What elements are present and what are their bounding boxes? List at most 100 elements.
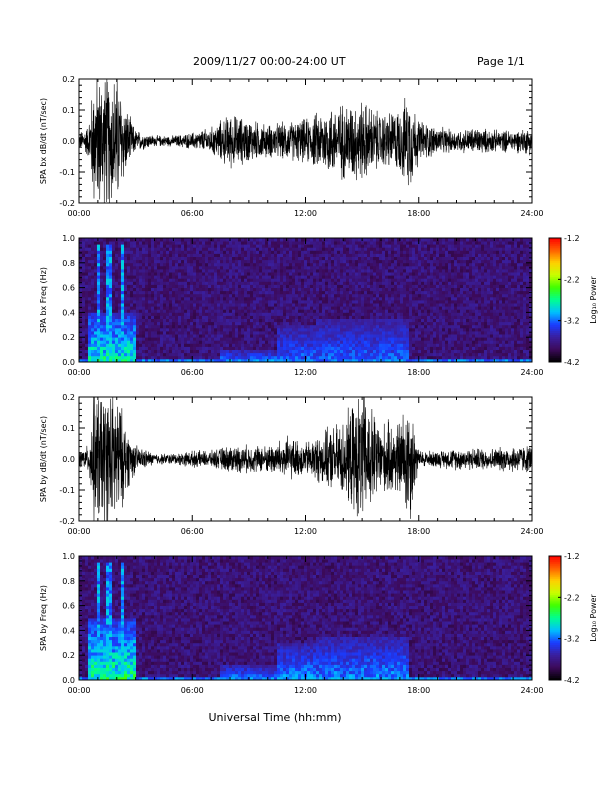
spectrogram-cell: [355, 303, 359, 307]
spectrogram-cell: [85, 337, 89, 341]
spectrogram-cell: [115, 303, 119, 307]
spectrogram-cell: [151, 275, 155, 279]
spectrogram-cell: [133, 253, 137, 257]
spectrogram-cell: [172, 250, 176, 254]
spectrogram-cell: [229, 358, 233, 363]
spectrogram-cell: [280, 334, 284, 338]
spectrogram-cell: [127, 349, 131, 354]
spectrogram-cell: [151, 278, 155, 282]
spectrogram-cell: [193, 247, 197, 251]
spectrogram-cell: [262, 238, 266, 242]
spectrogram-cell: [133, 247, 137, 251]
spectrogram-cell: [316, 290, 320, 295]
spectrogram-cell: [235, 259, 239, 264]
spectrogram-cell: [100, 247, 104, 251]
spectrogram-cell: [253, 293, 257, 298]
spectrogram-cell: [136, 315, 140, 319]
spectrogram-cell: [124, 358, 128, 363]
spectrogram-cell: [319, 278, 323, 282]
spectrogram-cell: [427, 352, 431, 357]
spectrogram-cell: [202, 334, 206, 338]
spectrogram-cell: [337, 331, 341, 335]
spectrogram-cell: [430, 343, 434, 347]
spectrogram-cell: [115, 334, 119, 338]
spectrogram-cell: [199, 284, 203, 288]
spectrogram-cell: [136, 281, 140, 285]
spectrogram-cell: [280, 315, 284, 319]
spectrogram-cell: [301, 321, 305, 326]
spectrogram-cell: [148, 324, 152, 329]
spectrogram-cell: [187, 269, 191, 273]
spectrogram-cell: [286, 303, 290, 307]
spectrogram-cell: [346, 281, 350, 285]
spectrogram-cell: [130, 309, 134, 313]
spectrogram-cell: [178, 259, 182, 264]
spectrogram-cell: [367, 253, 371, 257]
spectrogram-cell: [124, 309, 128, 313]
spectrogram-cell: [199, 340, 203, 344]
spectrogram-cell: [409, 247, 413, 251]
spectrogram-cell: [391, 303, 395, 307]
spectrogram-cell: [121, 318, 125, 323]
spectrogram-cell: [328, 331, 332, 335]
spectrogram-cell: [97, 256, 101, 261]
spectrogram-cell: [259, 244, 263, 248]
spectrogram-cell: [415, 269, 419, 273]
spectrogram-cell: [295, 355, 299, 360]
spectrogram-cell: [190, 287, 194, 292]
spectrogram-cell: [286, 278, 290, 282]
spectrogram-cell: [367, 238, 371, 242]
spectrogram-cell: [97, 300, 101, 304]
spectrogram-cell: [178, 241, 182, 245]
spectrogram-cell: [427, 306, 431, 310]
spectrogram-cell: [178, 321, 182, 326]
spectrogram-cell: [106, 250, 110, 254]
spectrogram-cell: [370, 272, 374, 276]
spectrogram-cell: [340, 315, 344, 319]
spectrogram-cell: [433, 349, 437, 354]
spectrogram-cell: [322, 331, 326, 335]
spectrogram-cell: [352, 312, 356, 316]
spectrogram-cell: [157, 238, 161, 242]
spectrogram-cell: [319, 352, 323, 357]
spectrogram-cell: [310, 306, 314, 310]
spectrogram-cell: [130, 340, 134, 344]
spectrogram-cell: [379, 303, 383, 307]
spectrogram-cell: [418, 265, 422, 270]
spectrogram-cell: [322, 327, 326, 332]
spectrogram-cell: [133, 241, 137, 245]
spectrogram-cell: [112, 250, 116, 254]
spectrogram-cell: [160, 262, 164, 267]
spectrogram-cell: [313, 293, 317, 298]
spectrogram-cell: [406, 312, 410, 316]
spectrogram-cell: [91, 355, 95, 360]
spectrogram-cell: [85, 346, 89, 350]
spectrogram-cell: [133, 352, 137, 357]
spectrogram-cell: [352, 284, 356, 288]
spectrogram-cell: [214, 293, 218, 298]
spectrogram-cell: [373, 250, 377, 254]
spectrogram-cell: [406, 244, 410, 248]
spectrogram-cell: [400, 327, 404, 332]
spectrogram-cell: [199, 269, 203, 273]
spectrogram-cell: [196, 318, 200, 323]
spectrogram-cell: [301, 340, 305, 344]
spectrogram-cell: [238, 343, 242, 347]
spectrogram-cell: [337, 343, 341, 347]
spectrogram-cell: [307, 259, 311, 264]
spectrogram-cell: [247, 337, 251, 341]
spectrogram-cell: [286, 349, 290, 354]
spectrogram-cell: [298, 358, 302, 363]
spectrogram-cell: [304, 278, 308, 282]
spectrogram-cell: [247, 256, 251, 261]
spectrogram-cell: [397, 349, 401, 354]
spectrogram-cell: [193, 331, 197, 335]
spectrogram-cell: [97, 278, 101, 282]
spectrogram-cell: [181, 324, 185, 329]
spectrogram-cell: [325, 265, 329, 270]
spectrogram-cell: [253, 281, 257, 285]
spectrogram-cell: [313, 315, 317, 319]
spectrogram-cell: [373, 352, 377, 357]
spectrogram-cell: [298, 284, 302, 288]
spectrogram-cell: [277, 259, 281, 264]
